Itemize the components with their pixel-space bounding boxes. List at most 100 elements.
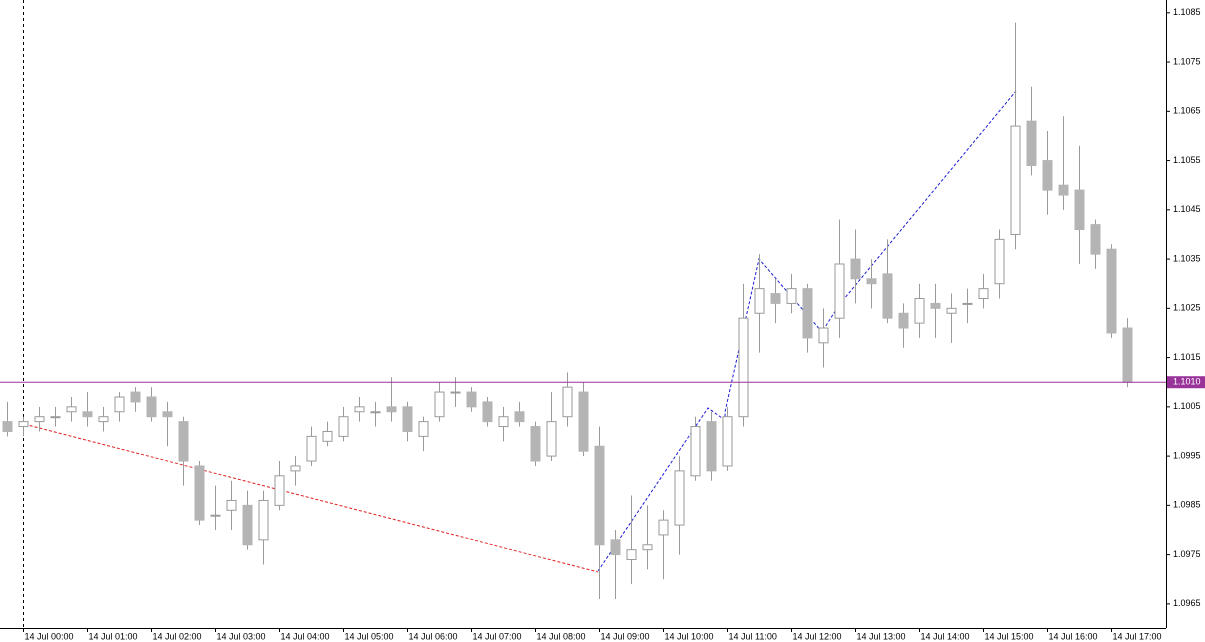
y-tick-label: 1.0985 — [1173, 500, 1201, 510]
candle-body — [386, 406, 397, 413]
candle-body — [754, 288, 765, 314]
y-tick-label: 1.1035 — [1173, 253, 1201, 263]
candle-body — [434, 391, 445, 418]
candle-body — [82, 411, 93, 418]
x-tick-label: 14 Jul 01:00 — [89, 631, 138, 641]
x-tick-label: 14 Jul 11:00 — [729, 631, 777, 641]
candle-body — [1106, 248, 1117, 334]
candle-body — [642, 544, 653, 551]
candle-body — [978, 288, 989, 299]
candle-body — [18, 421, 29, 428]
candle-body — [322, 430, 333, 442]
x-tick-label: 14 Jul 00:00 — [25, 631, 74, 641]
candle-body — [210, 514, 221, 517]
x-tick-label: 14 Jul 09:00 — [601, 631, 650, 641]
y-tick-label: 1.0975 — [1173, 549, 1201, 559]
x-tick-label: 14 Jul 02:00 — [153, 631, 202, 641]
y-tick-label: 1.1065 — [1173, 106, 1201, 116]
candle-body — [898, 312, 909, 329]
candle-body — [994, 238, 1005, 285]
y-tick-label: 1.1045 — [1173, 204, 1201, 214]
candle-body — [514, 411, 525, 423]
candle-body — [546, 421, 557, 457]
candle-body — [450, 391, 461, 394]
y-tick-label: 1.1055 — [1173, 155, 1201, 165]
candle-body — [306, 435, 317, 462]
x-tick-label: 14 Jul 07:00 — [473, 631, 522, 641]
candle-body — [418, 421, 429, 437]
x-tick-label: 14 Jul 14:00 — [921, 631, 970, 641]
candle-body — [498, 416, 509, 428]
candle-body — [130, 391, 141, 403]
candles — [2, 22, 1133, 599]
candle-body — [578, 391, 589, 452]
candle-body — [482, 401, 493, 423]
candle-body — [194, 465, 205, 521]
candle-body — [290, 465, 301, 472]
candle-body — [1074, 189, 1085, 231]
candle-body — [674, 470, 685, 526]
candle-body — [226, 499, 237, 511]
candle-body — [34, 416, 45, 423]
candle-body — [866, 278, 877, 285]
candle-body — [562, 386, 573, 418]
y-tick-label: 1.0995 — [1173, 450, 1201, 460]
candle-body — [178, 421, 189, 462]
candle-body — [914, 297, 925, 324]
candle-body — [818, 327, 829, 344]
candle-body — [274, 475, 285, 506]
candle-body — [2, 421, 13, 432]
y-tick-label: 1.1005 — [1173, 401, 1201, 411]
candle-body — [530, 426, 541, 462]
candle-body — [162, 411, 173, 418]
candle-body — [338, 416, 349, 437]
y-tick-label: 1.1025 — [1173, 303, 1201, 313]
trade-lines — [19, 90, 1017, 573]
candle-body — [626, 549, 637, 561]
candle-body — [946, 307, 957, 314]
x-tick-label: 14 Jul 16:00 — [1049, 631, 1098, 641]
trade-line — [19, 422, 599, 573]
candle-body — [690, 426, 701, 477]
y-tick-label: 1.1075 — [1173, 56, 1201, 66]
candle-body — [50, 416, 61, 419]
candle-body — [1090, 224, 1101, 255]
x-tick-label: 14 Jul 17:00 — [1113, 631, 1162, 641]
candle-body — [722, 416, 733, 467]
candle-body — [242, 504, 253, 546]
candle-body — [594, 445, 605, 546]
x-tick-label: 14 Jul 03:00 — [217, 631, 266, 641]
candle-body — [706, 421, 717, 472]
x-tick-label: 14 Jul 04:00 — [281, 631, 330, 641]
candle-body — [610, 539, 621, 556]
candle-body — [354, 406, 365, 413]
candle-body — [1010, 125, 1021, 235]
candle-body — [370, 411, 381, 414]
candle-body — [98, 416, 109, 423]
price-label: 1.1010 — [1173, 377, 1201, 387]
x-tick-label: 14 Jul 06:00 — [409, 631, 458, 641]
candle-body — [930, 302, 941, 309]
x-tick-label: 14 Jul 15:00 — [985, 631, 1034, 641]
candle-body — [882, 273, 893, 319]
candle-body — [1042, 160, 1053, 191]
candle-body — [146, 396, 157, 418]
x-tick-label: 14 Jul 12:00 — [793, 631, 842, 641]
candle-body — [802, 288, 813, 339]
x-tick-label: 14 Jul 13:00 — [857, 631, 906, 641]
candle-body — [402, 406, 413, 432]
trade-line — [597, 90, 1017, 572]
candle-body — [258, 499, 269, 541]
candle-body — [786, 288, 797, 304]
candle-body — [834, 263, 845, 319]
candle-body — [114, 396, 125, 413]
candle-body — [466, 391, 477, 408]
y-tick-label: 1.1085 — [1173, 7, 1201, 17]
candle-body — [770, 293, 781, 304]
candle-body — [1122, 327, 1133, 383]
candle-body — [850, 258, 861, 280]
price-label-box — [1167, 376, 1205, 389]
candle-body — [962, 302, 973, 305]
